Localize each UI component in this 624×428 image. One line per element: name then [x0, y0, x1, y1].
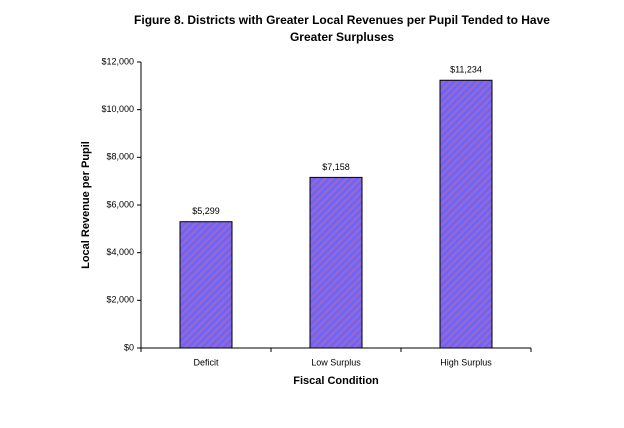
x-tick-label: Deficit — [193, 357, 219, 367]
y-axis-title: Local Revenue per Pupil — [80, 141, 92, 269]
x-axis-title: Fiscal Condition — [293, 375, 379, 387]
chart-title: Figure 8. Districts with Greater Local R… — [134, 13, 550, 44]
x-tick-label: High Surplus — [440, 357, 492, 367]
y-tick-label: $8,000 — [106, 152, 134, 162]
y-tick-label: $4,000 — [106, 247, 134, 257]
y-tick-label: $10,000 — [101, 104, 134, 114]
bar — [179, 221, 233, 349]
y-tick-label: $0 — [124, 342, 134, 352]
value-label: $7,158 — [322, 162, 350, 172]
value-label: $11,234 — [450, 65, 482, 75]
y-tick-label: $6,000 — [106, 199, 134, 209]
bar — [309, 176, 363, 349]
y-tick-label: $2,000 — [106, 295, 134, 305]
bar — [439, 79, 493, 349]
value-label: $5,299 — [192, 206, 220, 216]
x-tick-label: Low Surplus — [311, 357, 361, 367]
y-tick-label: $12,000 — [101, 56, 134, 66]
